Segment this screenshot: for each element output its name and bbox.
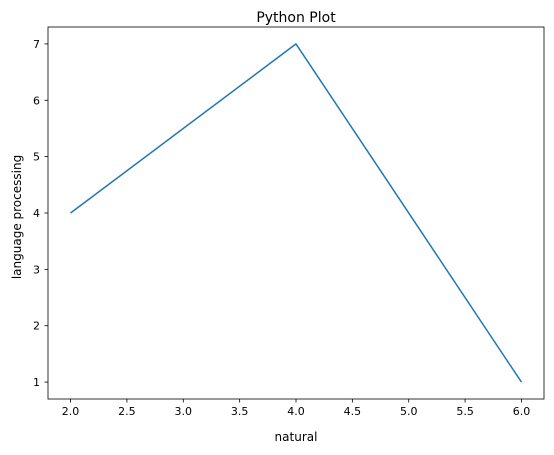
x-tick-label: 3.5	[231, 405, 249, 418]
plot-area	[48, 27, 544, 399]
chart-title: Python Plot	[256, 10, 336, 26]
x-tick-label: 2.0	[62, 405, 80, 418]
y-tick-label: 6	[33, 94, 40, 107]
y-tick-label: 4	[33, 207, 40, 220]
x-tick-label: 4.5	[344, 405, 362, 418]
x-axis-label: natural	[275, 430, 318, 444]
x-tick-label: 6.0	[513, 405, 531, 418]
x-tick-label: 3.0	[175, 405, 193, 418]
x-tick-label: 5.5	[456, 405, 474, 418]
x-tick-label: 4.0	[287, 405, 305, 418]
y-tick-label: 1	[33, 376, 40, 389]
x-tick-label: 2.5	[118, 405, 136, 418]
y-tick-label: 7	[33, 38, 40, 51]
y-tick-label: 3	[33, 263, 40, 276]
y-axis-ticks: 1 2 3 4 5 6 7	[33, 38, 48, 389]
series-line	[70, 43, 523, 383]
x-tick-label: 5.0	[400, 405, 418, 418]
x-axis-ticks: 2.0 2.5 3.0 3.5 4.0 4.5 5.0 5.5 6.0	[62, 399, 530, 418]
y-axis-label: language processing	[10, 155, 24, 279]
plot-frame	[47, 26, 545, 400]
y-tick-label: 2	[33, 320, 40, 333]
y-tick-label: 5	[33, 151, 40, 164]
